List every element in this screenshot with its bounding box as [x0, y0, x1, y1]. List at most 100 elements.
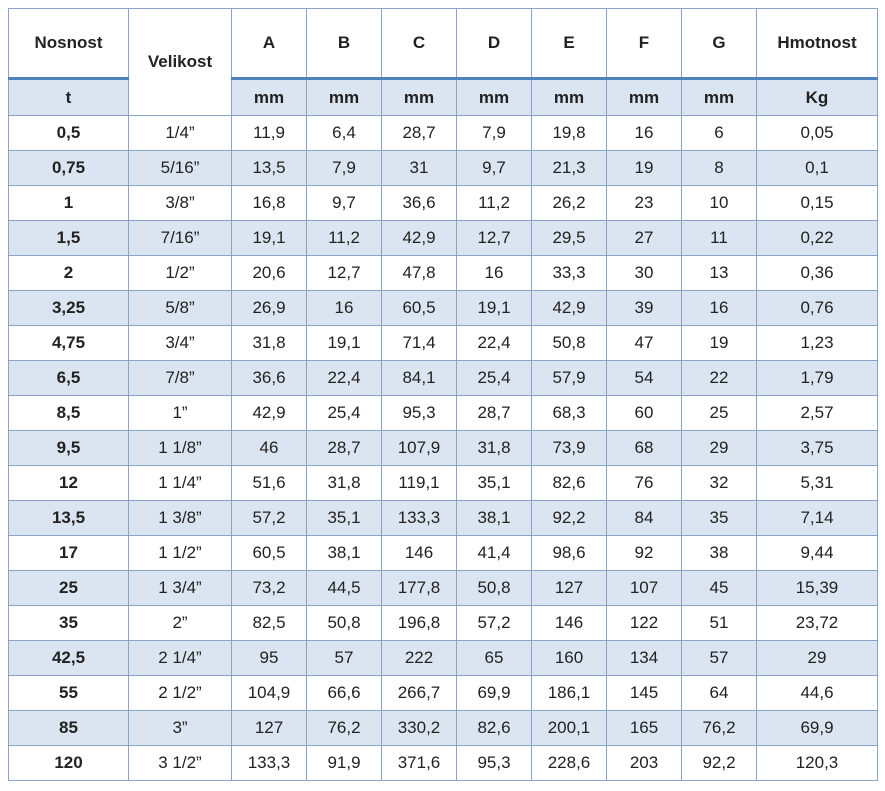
table-cell: 95,3	[456, 745, 532, 781]
table-header: Nosnost Velikost A B C D E F G Hmotnost t mm mm mm mm…	[8, 8, 878, 116]
table-cell: 1 1/8”	[128, 430, 232, 466]
table-cell: 0,1	[756, 150, 878, 186]
table-row: 6,5 7/8” 36,6 22,4 84,1 25,4 57,9 54 22 1,79	[8, 360, 878, 396]
table-cell: 25	[8, 570, 129, 606]
table-cell: 330,2	[381, 710, 457, 746]
table-cell: 92,2	[681, 745, 757, 781]
table-cell: 13,5	[231, 150, 307, 186]
table-cell: 68,3	[531, 395, 607, 431]
table-cell: 44,5	[306, 570, 382, 606]
table-cell: 11,2	[306, 220, 382, 256]
table-cell: 32	[681, 465, 757, 501]
table-cell: 19	[681, 325, 757, 361]
table-cell: 1 1/4”	[128, 465, 232, 501]
table-cell: 3 1/2”	[128, 745, 232, 781]
table-cell: 107	[606, 570, 682, 606]
table-cell: 64	[681, 675, 757, 711]
table-body: 0,5 1/4” 11,9 6,4 28,7 7,9 19,8 16 6 0,05 0,75 5/16…	[8, 115, 878, 781]
table-cell: 371,6	[381, 745, 457, 781]
table-cell: 84	[606, 500, 682, 536]
table-cell: 146	[381, 535, 457, 571]
table-cell: 57,9	[531, 360, 607, 396]
table-cell: 19,1	[306, 325, 382, 361]
table-cell: 2”	[128, 605, 232, 641]
table-cell: 145	[606, 675, 682, 711]
table-cell: 16,8	[231, 185, 307, 221]
table-cell: 46	[231, 430, 307, 466]
table-cell: 25	[681, 395, 757, 431]
table-cell: 44,6	[756, 675, 878, 711]
table-cell: 16	[606, 115, 682, 151]
table-cell: 3”	[128, 710, 232, 746]
table-cell: 120	[8, 745, 129, 781]
table-cell: 28,7	[456, 395, 532, 431]
table-cell: 65	[456, 640, 532, 676]
table-cell: 19,8	[531, 115, 607, 151]
table-cell: 104,9	[231, 675, 307, 711]
table-cell: 39	[606, 290, 682, 326]
table-cell: 2	[8, 255, 129, 291]
table-cell: 5/8”	[128, 290, 232, 326]
table-cell: 55	[8, 675, 129, 711]
table-cell: 27	[606, 220, 682, 256]
table-cell: 107,9	[381, 430, 457, 466]
table-cell: 57,2	[231, 500, 307, 536]
table-cell: 38,1	[456, 500, 532, 536]
table-cell: 6,5	[8, 360, 129, 396]
column-unit: t	[8, 78, 129, 116]
table-cell: 9,7	[456, 150, 532, 186]
table-cell: 11	[681, 220, 757, 256]
table-cell: 38	[681, 535, 757, 571]
table-cell: 82,6	[456, 710, 532, 746]
table-cell: 76	[606, 465, 682, 501]
table-cell: 22,4	[306, 360, 382, 396]
table-cell: 95,3	[381, 395, 457, 431]
column-header: G	[681, 8, 757, 80]
table-cell: 51	[681, 605, 757, 641]
table-cell: 50,8	[456, 570, 532, 606]
table-cell: 1,23	[756, 325, 878, 361]
table-row: 85 3” 127 76,2 330,2 82,6 200,1 165 76,2 69,9	[8, 710, 878, 746]
table-row: 9,5 1 1/8” 46 28,7 107,9 31,8 73,9 68 29 3,75	[8, 430, 878, 466]
table-cell: 1,5	[8, 220, 129, 256]
table-cell: 29,5	[531, 220, 607, 256]
table-cell: 0,5	[8, 115, 129, 151]
table-cell: 3/8”	[128, 185, 232, 221]
table-row: 0,5 1/4” 11,9 6,4 28,7 7,9 19,8 16 6 0,05	[8, 115, 878, 151]
table-cell: 25,4	[306, 395, 382, 431]
table-cell: 0,76	[756, 290, 878, 326]
table-row: 120 3 1/2” 133,3 91,9 371,6 95,3 228,6 203 92,2 1…	[8, 745, 878, 781]
table-cell: 22,4	[456, 325, 532, 361]
table-cell: 1”	[128, 395, 232, 431]
table-cell: 26,9	[231, 290, 307, 326]
table-row: 25 1 3/4” 73,2 44,5 177,8 50,8 127 107 45 15,39	[8, 570, 878, 606]
table-cell: 1/2”	[128, 255, 232, 291]
table-cell: 60,5	[381, 290, 457, 326]
table-cell: 33,3	[531, 255, 607, 291]
table-cell: 16	[306, 290, 382, 326]
table-cell: 177,8	[381, 570, 457, 606]
table-row: 42,5 2 1/4” 95 57 222 65 160 134 57 29	[8, 640, 878, 676]
column-header: Hmotnost	[756, 8, 878, 80]
table-cell: 7,9	[456, 115, 532, 151]
spec-table: Nosnost Velikost A B C D E F G Hmotnost t mm mm mm mm…	[8, 8, 878, 781]
table-cell: 82,5	[231, 605, 307, 641]
table-cell: 23	[606, 185, 682, 221]
table-cell: 3/4”	[128, 325, 232, 361]
table-cell: 1 3/4”	[128, 570, 232, 606]
table-cell: 196,8	[381, 605, 457, 641]
table-row: 1 3/8” 16,8 9,7 36,6 11,2 26,2 23 10 0,15	[8, 185, 878, 221]
table-cell: 6	[681, 115, 757, 151]
table-cell: 36,6	[231, 360, 307, 396]
table-cell: 0,22	[756, 220, 878, 256]
table-cell: 35,1	[306, 500, 382, 536]
table-cell: 2,57	[756, 395, 878, 431]
column-header: D	[456, 8, 532, 80]
table-cell: 134	[606, 640, 682, 676]
table-cell: 15,39	[756, 570, 878, 606]
table-cell: 228,6	[531, 745, 607, 781]
table-cell: 41,4	[456, 535, 532, 571]
column-header: A	[231, 8, 307, 80]
table-cell: 57	[681, 640, 757, 676]
table-cell: 146	[531, 605, 607, 641]
